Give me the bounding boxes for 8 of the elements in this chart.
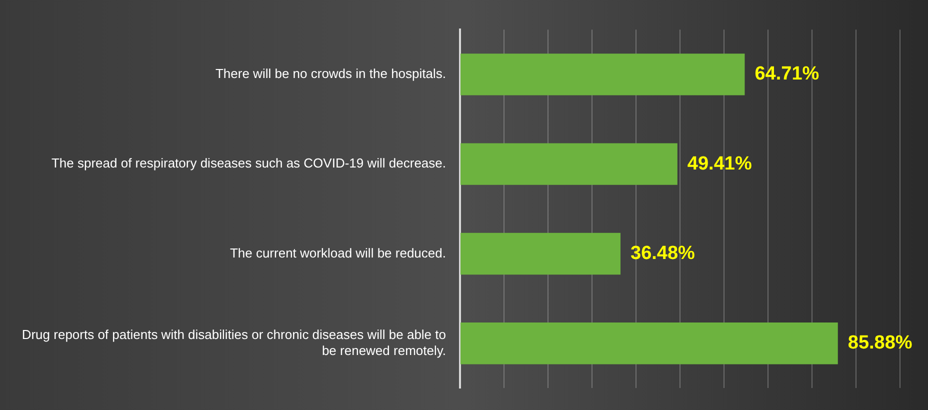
y-tick-label: Drug reports of patients with disabilities or chronic diseases will be able to be renewed remotely. [22, 327, 446, 358]
data-label: 49.41% [687, 153, 752, 174]
y-tick-label: The current workload will be reduced. [230, 245, 446, 260]
y-tick-label: There will be no crowds in the hospitals. [215, 66, 446, 82]
data-label: 36.48% [630, 242, 696, 264]
y-tick-label: The spread of respiratory diseases such as COVID-19 will decrease. [51, 156, 446, 171]
data-label: 64.71% [754, 64, 820, 85]
data-label: 85.88% [848, 332, 912, 354]
